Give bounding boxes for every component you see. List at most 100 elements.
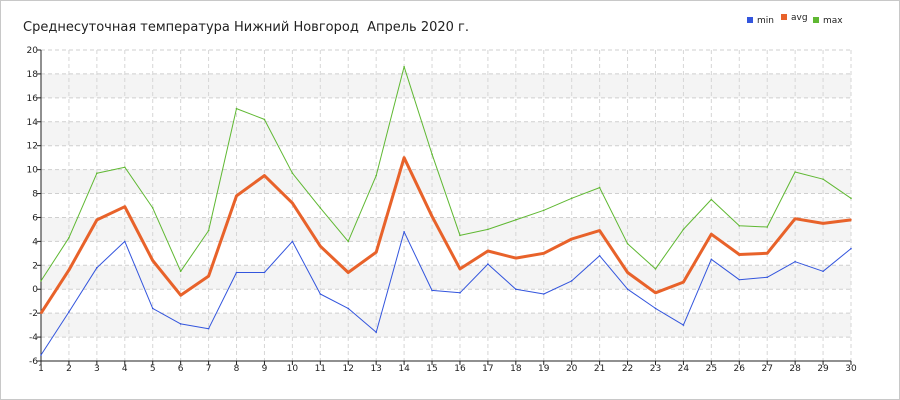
data-point-avg — [207, 275, 210, 277]
legend-label-max: max — [823, 16, 843, 26]
x-tick-label: 13 — [370, 364, 381, 374]
data-point-avg — [68, 269, 70, 271]
x-tick-label: 30 — [845, 364, 857, 374]
y-tick-label: 10 — [27, 166, 39, 176]
x-tick-label: 22 — [622, 364, 633, 374]
x-tick-label: 1 — [38, 364, 44, 374]
data-point-min — [487, 263, 489, 265]
data-point-max — [403, 65, 405, 68]
y-tick-label: 14 — [27, 118, 39, 128]
data-point-min — [319, 293, 322, 295]
data-point-avg — [40, 312, 42, 314]
x-tick-label: 7 — [206, 364, 212, 374]
x-tick-label: 9 — [262, 364, 268, 374]
data-point-min — [515, 288, 517, 291]
data-point-max — [710, 198, 713, 201]
data-point-avg — [375, 251, 377, 253]
data-point-min — [96, 266, 98, 269]
data-point-avg — [682, 281, 685, 283]
data-point-avg — [626, 271, 629, 274]
data-point-avg — [123, 205, 126, 208]
y-tick-label: -2 — [29, 309, 38, 319]
y-tick-label: 6 — [32, 213, 38, 223]
data-point-max — [291, 172, 294, 175]
x-tick-label: 8 — [234, 364, 240, 374]
data-point-min — [710, 258, 713, 261]
data-point-min — [542, 293, 545, 295]
y-tick-label: 18 — [27, 70, 39, 80]
data-point-max — [263, 118, 266, 121]
data-point-avg — [515, 257, 517, 259]
data-point-min — [654, 307, 657, 310]
data-point-avg — [794, 217, 796, 220]
data-point-max — [850, 197, 852, 200]
data-point-avg — [850, 219, 852, 221]
data-point-max — [487, 228, 489, 231]
data-point-min — [347, 307, 350, 310]
legend-swatch-max — [813, 17, 819, 23]
data-point-max — [794, 171, 796, 173]
grid-band — [41, 121, 851, 146]
data-point-max — [431, 153, 433, 155]
data-point-max — [542, 209, 545, 212]
legend-swatch-avg — [781, 14, 787, 20]
legend-swatch-min — [747, 17, 753, 23]
data-point-max — [822, 178, 824, 180]
y-tick-label: 16 — [27, 94, 39, 104]
data-point-max — [347, 240, 350, 243]
data-point-min — [68, 311, 70, 313]
data-point-min — [40, 354, 42, 356]
data-point-avg — [654, 292, 657, 294]
x-tick-label: 24 — [678, 364, 690, 374]
data-point-min — [123, 240, 126, 243]
data-point-avg — [347, 271, 350, 274]
data-point-min — [459, 292, 461, 294]
data-point-max — [123, 166, 126, 169]
data-point-avg — [319, 245, 322, 247]
x-tick-label: 23 — [650, 364, 661, 374]
data-point-avg — [403, 156, 405, 159]
x-tick-label: 21 — [594, 364, 605, 374]
data-point-max — [179, 270, 182, 273]
data-point-max — [235, 107, 238, 110]
x-tick-label: 18 — [510, 364, 522, 374]
legend-item-min: min — [747, 16, 774, 26]
data-point-avg — [235, 195, 238, 197]
x-tick-label: 10 — [287, 364, 299, 374]
data-point-max — [40, 280, 42, 282]
x-tick-label: 19 — [538, 364, 550, 374]
data-point-avg — [431, 215, 433, 218]
data-point-min — [626, 288, 629, 291]
y-tick-label: 4 — [32, 237, 38, 247]
y-tick-label: 8 — [32, 190, 38, 200]
x-tick-label: 28 — [789, 364, 801, 374]
series-line-min — [40, 231, 852, 356]
data-point-min — [291, 240, 294, 243]
grid-band — [41, 313, 851, 338]
data-point-min — [598, 254, 601, 257]
x-tick-label: 20 — [566, 364, 578, 374]
x-tick-label: 17 — [482, 364, 493, 374]
x-tick-label: 14 — [398, 364, 410, 374]
data-point-avg — [487, 250, 489, 252]
x-tick-label: 4 — [122, 364, 128, 374]
data-point-min — [794, 260, 796, 263]
data-point-min — [766, 276, 769, 279]
data-point-avg — [766, 252, 769, 255]
x-tick-label: 2 — [66, 364, 72, 374]
data-point-max — [654, 268, 657, 270]
grid-band — [41, 265, 851, 290]
data-point-min — [151, 307, 154, 310]
data-point-min — [403, 231, 405, 233]
data-point-avg — [542, 252, 545, 255]
data-point-max — [96, 172, 98, 175]
x-tick-label: 5 — [150, 364, 156, 374]
data-point-max — [766, 226, 769, 228]
data-point-min — [682, 324, 685, 326]
y-tick-label: -4 — [29, 333, 38, 343]
legend-item-max: max — [813, 16, 843, 26]
data-point-avg — [598, 229, 601, 232]
legend-item-avg: avg — [781, 13, 808, 23]
x-tick-label: 16 — [454, 364, 466, 374]
data-point-avg — [151, 259, 154, 262]
